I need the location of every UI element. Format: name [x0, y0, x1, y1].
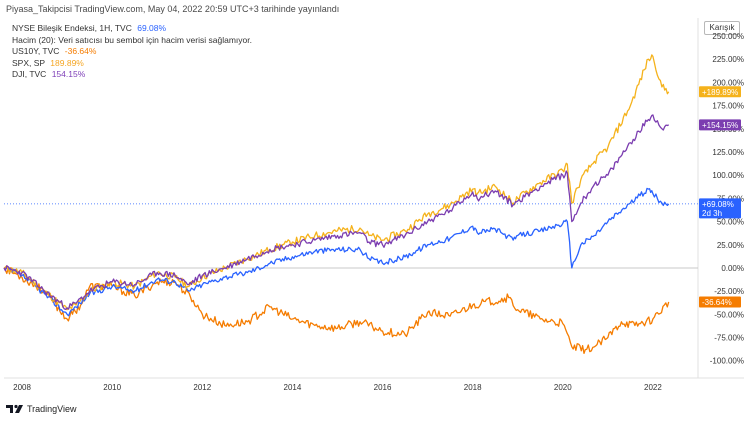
- y-tick-label: 50.00%: [717, 218, 744, 227]
- legend-value: -36.64%: [64, 46, 97, 56]
- footer: TradingView: [6, 404, 77, 414]
- legend-row-us10y[interactable]: US10Y, TVC -36.64%: [12, 46, 252, 58]
- series-line-us10y: [3, 266, 670, 355]
- value-tag-countdown: 2d 3h: [702, 209, 722, 218]
- y-tick-label: 0.00%: [721, 264, 744, 273]
- legend-label: Hacim (20): Veri satıcısı bu sembol için…: [12, 34, 252, 45]
- legend-value: 69.08%: [137, 23, 167, 33]
- x-tick-label: 2008: [13, 383, 31, 392]
- legend-label: SPX, SP: [12, 57, 45, 68]
- legend-value: 189.89%: [50, 57, 84, 68]
- legend-label: DJI, TVC: [12, 69, 47, 79]
- y-tick-label: 250.00%: [712, 32, 744, 41]
- value-tag-spx: [699, 86, 741, 98]
- value-tag-label: +189.89%: [702, 88, 738, 97]
- x-tick-label: 2018: [464, 383, 482, 392]
- y-tick-label: 200.00%: [712, 78, 744, 87]
- legend-row-volume[interactable]: Hacim (20): Veri satıcısı bu sembol için…: [12, 35, 252, 47]
- y-tick-label: 100.00%: [712, 171, 744, 180]
- x-tick-label: 2022: [644, 383, 662, 392]
- series-line-nya: [3, 187, 670, 317]
- y-tick-label: 25.00%: [717, 241, 744, 250]
- publish-header: Piyasa_Takipcisi TradingView.com, May 04…: [6, 4, 340, 14]
- y-tick-label: 175.00%: [712, 102, 744, 111]
- x-tick-label: 2016: [374, 383, 392, 392]
- legend-row-spx[interactable]: SPX, SP 189.89%: [12, 58, 252, 70]
- y-tick-label: -50.00%: [714, 310, 744, 319]
- series-line-spx: [3, 54, 670, 311]
- value-tag-nya: [699, 198, 741, 219]
- y-tick-label: -25.00%: [714, 287, 744, 296]
- value-tag-label: -36.64%: [702, 298, 732, 307]
- scale-mode-button[interactable]: Karışık: [704, 21, 740, 35]
- value-tag-us10y: [699, 296, 741, 308]
- x-tick-label: 2010: [103, 383, 121, 392]
- value-tag-dji: [699, 119, 741, 131]
- y-tick-label: -75.00%: [714, 334, 744, 343]
- legend-label: US10Y, TVC: [12, 46, 60, 56]
- series-line-dji: [3, 114, 669, 311]
- x-tick-label: 2012: [193, 383, 211, 392]
- legend-label: NYSE Bileşik Endeksi, 1H, TVC: [12, 23, 132, 33]
- y-tick-label: 125.00%: [712, 148, 744, 157]
- legend: NYSE Bileşik Endeksi, 1H, TVC 69.08% Hac…: [12, 23, 252, 81]
- footer-brand: TradingView: [27, 404, 77, 414]
- x-tick-label: 2014: [284, 383, 302, 392]
- value-tag-label: +154.15%: [702, 121, 738, 130]
- tradingview-logo-icon: [6, 404, 23, 413]
- y-tick-label: 225.00%: [712, 55, 744, 64]
- y-tick-label: -100.00%: [710, 357, 744, 366]
- legend-value: 154.15%: [51, 69, 86, 79]
- legend-row-dji[interactable]: DJI, TVC 154.15%: [12, 69, 252, 81]
- value-tag-label: +69.08%: [702, 200, 734, 209]
- legend-row-nya[interactable]: NYSE Bileşik Endeksi, 1H, TVC 69.08%: [12, 23, 252, 35]
- x-tick-label: 2020: [554, 383, 572, 392]
